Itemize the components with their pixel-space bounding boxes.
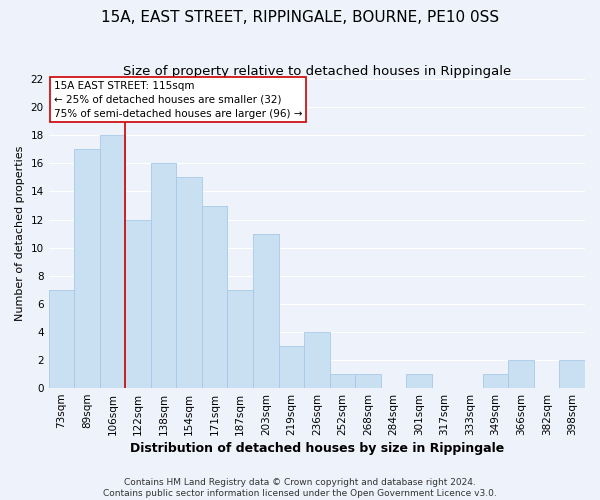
Bar xyxy=(508,360,534,388)
Bar xyxy=(253,234,278,388)
Bar xyxy=(151,164,176,388)
Bar xyxy=(202,206,227,388)
Bar xyxy=(559,360,585,388)
Bar xyxy=(329,374,355,388)
Bar xyxy=(49,290,74,388)
Bar xyxy=(100,136,125,388)
Text: 15A, EAST STREET, RIPPINGALE, BOURNE, PE10 0SS: 15A, EAST STREET, RIPPINGALE, BOURNE, PE… xyxy=(101,10,499,25)
Bar xyxy=(483,374,508,388)
Bar xyxy=(304,332,329,388)
Bar xyxy=(278,346,304,388)
Bar xyxy=(227,290,253,388)
Bar xyxy=(406,374,432,388)
Y-axis label: Number of detached properties: Number of detached properties xyxy=(15,146,25,322)
Title: Size of property relative to detached houses in Rippingale: Size of property relative to detached ho… xyxy=(123,65,511,78)
Bar xyxy=(176,178,202,388)
Bar xyxy=(355,374,380,388)
Text: 15A EAST STREET: 115sqm
← 25% of detached houses are smaller (32)
75% of semi-de: 15A EAST STREET: 115sqm ← 25% of detache… xyxy=(54,80,302,118)
Bar xyxy=(74,150,100,388)
Bar xyxy=(125,220,151,388)
X-axis label: Distribution of detached houses by size in Rippingale: Distribution of detached houses by size … xyxy=(130,442,504,455)
Text: Contains HM Land Registry data © Crown copyright and database right 2024.
Contai: Contains HM Land Registry data © Crown c… xyxy=(103,478,497,498)
